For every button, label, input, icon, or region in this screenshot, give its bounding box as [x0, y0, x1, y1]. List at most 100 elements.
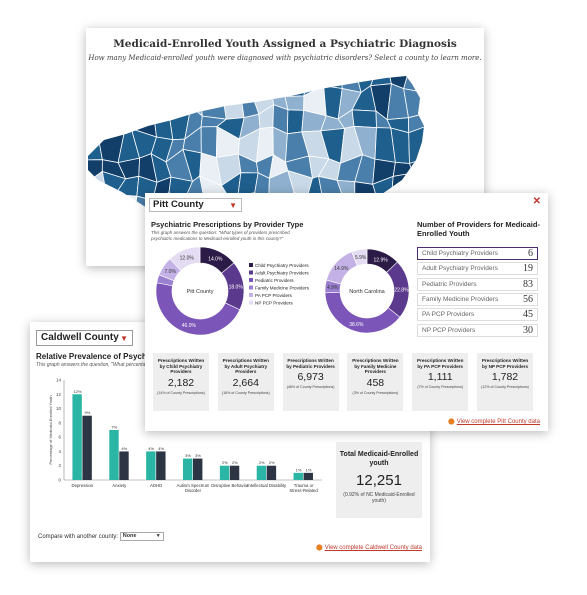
county-select-value: Pitt County	[153, 199, 204, 210]
bar-data-label: 2%	[259, 460, 265, 465]
provider-row[interactable]: NP PCP Providers 30	[417, 323, 538, 337]
compare-label: Compare with another county:	[38, 534, 119, 541]
num-providers-title: Number of Providers for Medicaid-Enrolle…	[417, 220, 540, 238]
county-region[interactable]	[251, 68, 272, 95]
county-select[interactable]: Caldwell County ▼	[36, 330, 133, 346]
compare-select-value: None	[122, 533, 137, 539]
provider-row[interactable]: PA PCP Providers 45	[417, 308, 538, 322]
county-region[interactable]	[98, 82, 126, 113]
pitt-donut-slice-label: 7.0%	[165, 269, 177, 275]
county-region[interactable]	[120, 68, 133, 99]
county-region[interactable]	[199, 68, 228, 99]
provider-label: Pediatric Providers	[422, 280, 477, 288]
county-region[interactable]	[97, 108, 126, 140]
y-tick-label: 8	[58, 420, 61, 425]
bar-data-label: 4%	[121, 446, 127, 451]
county-region[interactable]	[370, 68, 392, 87]
county-region[interactable]	[97, 224, 122, 243]
county-region[interactable]	[200, 85, 227, 120]
compare-county-select[interactable]: None ▼	[119, 532, 164, 541]
bar	[219, 465, 230, 480]
prescriptions-title: Psychiatric Prescriptions by Provider Ty…	[151, 220, 304, 229]
total-percent: (0.92% of NC Medicaid-Enrolled youth)	[343, 492, 415, 504]
map-title: Medicaid-Enrolled Youth Assigned a Psych…	[113, 38, 457, 50]
county-region[interactable]	[131, 68, 161, 90]
county-region[interactable]	[86, 82, 109, 115]
bar	[119, 451, 129, 480]
bar-data-label: 3%	[185, 453, 191, 458]
legend-label: Child Psychiatry Providers	[255, 263, 309, 268]
county-region[interactable]	[86, 237, 110, 266]
stat-label: Prescriptions Written by Adult Psychiatr…	[222, 358, 269, 374]
county-region[interactable]	[351, 109, 377, 129]
county-region[interactable]	[318, 68, 343, 89]
county-region[interactable]	[284, 68, 310, 98]
y-tick-label: 14	[56, 378, 62, 383]
x-tick-label: Disorder	[185, 488, 202, 493]
total-value: 12,251	[356, 472, 402, 489]
county-region[interactable]	[118, 111, 137, 131]
county-region[interactable]	[116, 239, 141, 266]
county-region[interactable]	[239, 68, 256, 95]
view-pitt-link[interactable]: ⬤ View complete Pitt County data	[448, 418, 540, 425]
county-region[interactable]	[86, 216, 109, 243]
nc-donut-slice-label: 12.9%	[374, 257, 389, 263]
provider-row[interactable]: Adult Psychiatry Providers 19	[417, 262, 538, 276]
county-region[interactable]	[86, 198, 109, 226]
stat-label: Prescriptions Written by Family Medicine…	[352, 358, 399, 374]
county-region[interactable]	[98, 68, 126, 98]
county-region[interactable]	[98, 194, 122, 230]
county-region[interactable]	[86, 68, 104, 91]
county-select[interactable]: Pitt County ▼	[149, 198, 242, 212]
total-enrolled-box: Total Medicaid-Enrolled youth 12,251 (0.…	[336, 442, 422, 518]
provider-row[interactable]: Pediatric Providers 83	[417, 277, 538, 291]
pitt-donut-slice-label: 46.0%	[182, 323, 197, 329]
county-region[interactable]	[107, 239, 125, 266]
county-region[interactable]	[152, 107, 174, 141]
county-region[interactable]	[189, 85, 203, 118]
legend-swatch	[249, 285, 253, 290]
close-icon[interactable]: ✕	[532, 196, 541, 207]
county-region[interactable]	[86, 108, 110, 140]
bar	[266, 465, 277, 480]
county-region[interactable]	[150, 68, 171, 92]
nc-donut-slice-label: 5.9%	[355, 255, 367, 261]
prevalence-bar-chart: 0 2 4 6 8 10 12 14 Percentage of Medicaid-Enroll…	[48, 378, 322, 493]
legend-swatch	[249, 293, 253, 297]
bar-data-label: 4%	[148, 446, 154, 451]
legend-swatch	[249, 278, 253, 282]
prevalence-title: Relative Prevalence of Psychiatric	[36, 352, 166, 361]
county-region[interactable]	[116, 218, 135, 243]
county-region[interactable]	[114, 194, 138, 230]
provider-row[interactable]: Child Psychiatry Providers 6	[417, 247, 538, 260]
county-region[interactable]	[169, 68, 191, 92]
bar	[256, 465, 267, 480]
county-region[interactable]	[187, 68, 202, 99]
pitt-donut-slice-label: 14.0%	[208, 256, 223, 262]
chevron-down-icon: ▼	[155, 533, 161, 539]
prevalence-subtitle: This graph answers the question, "What p…	[36, 362, 163, 368]
county-region[interactable]	[286, 109, 305, 135]
stat-percent: (18% of County Prescriptions)	[221, 390, 270, 395]
chevron-down-icon: ▼	[120, 334, 128, 343]
stat-percent: (14% of County Prescriptions)	[157, 390, 205, 395]
legend-swatch	[249, 270, 253, 275]
view-caldwell-link[interactable]: ⬤ View complete Caldwell County data	[316, 544, 422, 551]
provider-count: 45	[523, 309, 533, 321]
county-region[interactable]	[167, 86, 192, 109]
county-region[interactable]	[408, 125, 426, 165]
county-region[interactable]	[152, 84, 171, 112]
stat-value: 1,782	[491, 371, 519, 383]
bar-data-label: 2%	[269, 460, 275, 465]
pitt-donut-slice-label: 12.0%	[180, 256, 195, 262]
county-region[interactable]	[284, 95, 305, 111]
county-region[interactable]	[132, 84, 160, 118]
county-region[interactable]	[269, 68, 294, 98]
prescription-stat-box: Prescriptions Written by Pediatric Provi…	[282, 353, 339, 411]
county-region[interactable]	[118, 88, 137, 118]
legend-label: PA PCP Providers	[255, 293, 293, 298]
county-region[interactable]	[220, 68, 241, 88]
provider-row[interactable]: Family Medicine Providers 56	[417, 292, 538, 306]
pitt-donut-slice-label: 18.0%	[229, 284, 244, 290]
county-region[interactable]	[200, 126, 218, 159]
